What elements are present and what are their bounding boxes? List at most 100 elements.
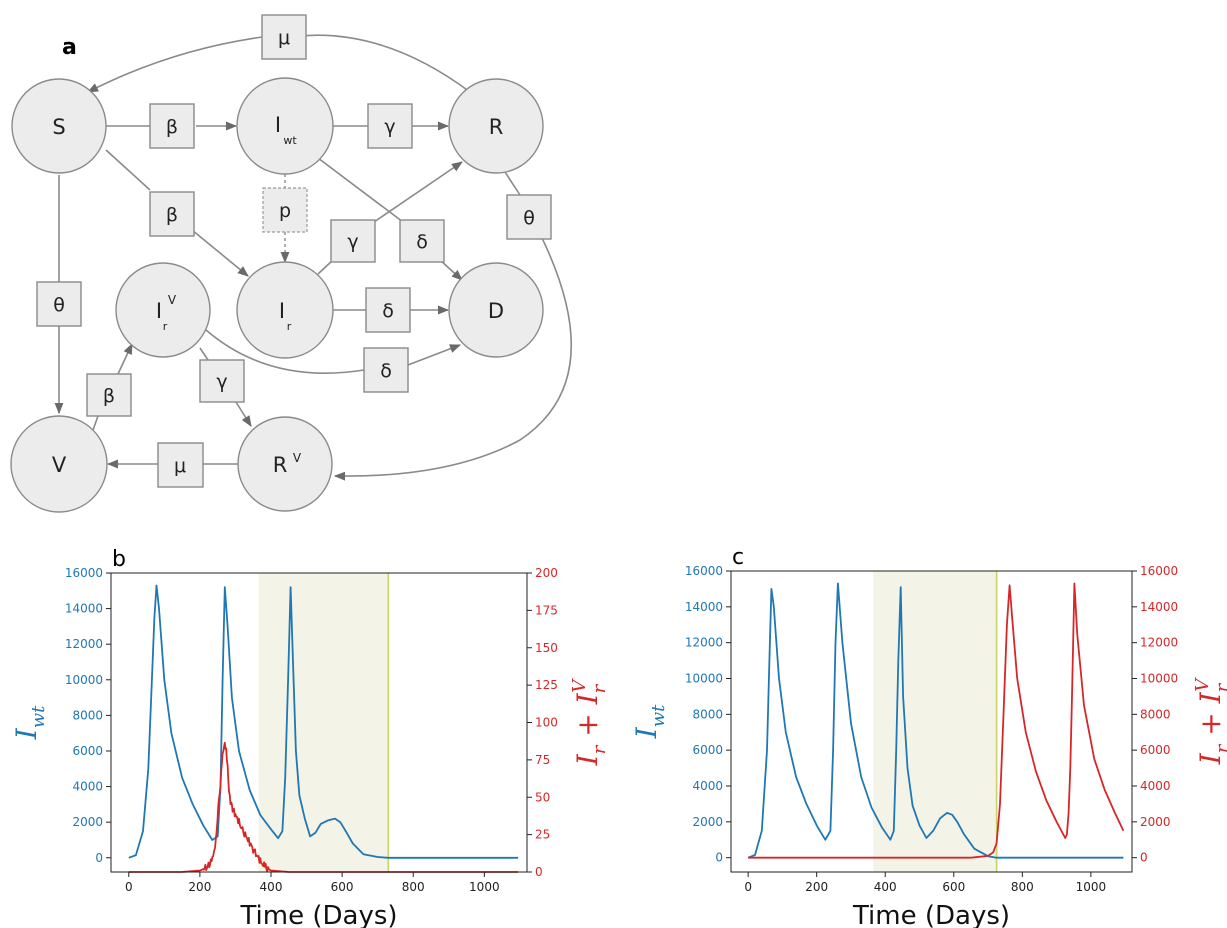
rate-box-beta-s-ir: β [149, 191, 195, 237]
svg-text:β: β [103, 385, 115, 407]
shaded-region [258, 573, 389, 872]
rate-box-mu-bottom: μ [157, 442, 204, 488]
rate-box-mu-top: μ [261, 14, 307, 60]
edge-irv-delta [205, 329, 365, 375]
y-right-tick-label: 8000 [1140, 707, 1171, 721]
x-tick-label: 600 [331, 880, 354, 894]
node-iwt: I wt [236, 77, 334, 175]
x-tick-label: 0 [125, 880, 133, 894]
x-tick-label: 1000 [1076, 880, 1107, 894]
y-left-tick-label: 12000 [65, 637, 103, 651]
svg-text:μ: μ [278, 27, 290, 49]
rate-box-theta-r: θ [506, 194, 552, 240]
edge-s-beta2 [105, 149, 151, 191]
y-left-tick-label: 14000 [65, 602, 103, 616]
y-right-tick-label: 4000 [1140, 779, 1171, 793]
y-right-axis-label: Ir + IrV [569, 678, 610, 767]
svg-text:θ: θ [523, 207, 535, 229]
svg-text:γ: γ [216, 371, 227, 393]
node-s: S [11, 78, 107, 174]
y-left-tick-label: 10000 [65, 673, 103, 687]
y-right-tick-label: 75 [535, 753, 550, 767]
y-right-tick-label: 6000 [1140, 743, 1171, 757]
edge-v-beta [92, 415, 99, 431]
y-right-tick-label: 10000 [1140, 672, 1178, 686]
svg-text:β: β [166, 116, 178, 138]
x-axis-label: Time (Days) [239, 901, 397, 928]
y-left-tick-label: 2000 [72, 815, 103, 829]
edge-gamma2-r [373, 161, 463, 223]
panel-a-diagram: a [10, 14, 573, 513]
rate-box-beta-s-iwt: β [149, 103, 195, 149]
svg-text:p: p [279, 200, 291, 222]
y-left-tick-label: 6000 [72, 744, 103, 758]
x-tick-label: 800 [402, 880, 425, 894]
rate-box-delta-ir-d: δ [365, 287, 411, 333]
svg-text:θ: θ [53, 294, 65, 316]
chart-panel-c: c0 200 400 600 800 10000200040006000800010000… [630, 545, 1227, 928]
svg-text:V: V [52, 453, 67, 477]
rate-box-delta-iwt-d: δ [399, 219, 445, 263]
edge-r-theta [504, 171, 521, 196]
y-right-tick-label: 150 [535, 641, 558, 655]
svg-text:I: I [156, 299, 162, 323]
rate-box-gamma-iwt-r: γ [367, 103, 413, 149]
y-left-tick-label: 6000 [692, 743, 723, 757]
rate-box-p: p [262, 187, 308, 233]
y-right-tick-label: 25 [535, 828, 550, 842]
edge-gamma3-rv [235, 401, 252, 427]
y-left-tick-label: 2000 [692, 815, 723, 829]
rate-box-gamma-irv-rv: γ [199, 359, 245, 403]
y-left-tick-label: 4000 [692, 779, 723, 793]
edge-beta2-ir [191, 229, 249, 277]
rate-box-beta-v-irv: β [86, 373, 132, 417]
edge-irv-gamma [199, 347, 209, 361]
y-left-tick-label: 4000 [72, 780, 103, 794]
svg-text:S: S [52, 115, 65, 139]
y-left-axis-label: Iwt [10, 705, 49, 740]
y-right-tick-label: 12000 [1140, 636, 1178, 650]
x-tick-label: 400 [260, 880, 283, 894]
rate-box-theta-s: θ [36, 281, 82, 327]
svg-text:V: V [293, 451, 302, 465]
svg-text:I: I [279, 299, 285, 323]
y-left-tick-label: 12000 [685, 636, 723, 650]
svg-text:R: R [489, 115, 504, 139]
x-tick-label: 800 [1011, 880, 1034, 894]
edge-delta3-d [407, 344, 462, 366]
rate-box-gamma-ir-r: γ [330, 219, 376, 263]
svg-text:R: R [273, 453, 288, 477]
diagram-edges [54, 34, 573, 481]
series-line-ir-sum [748, 582, 1125, 859]
x-tick-label: 400 [874, 880, 897, 894]
x-tick-label: 0 [744, 880, 752, 894]
series-line-iwt [747, 582, 1124, 859]
node-ir: I r [236, 261, 334, 359]
y-left-tick-label: 16000 [685, 564, 723, 578]
svg-text:μ: μ [174, 455, 186, 477]
y-right-tick-label: 0 [535, 865, 543, 879]
y-left-tick-label: 14000 [685, 600, 723, 614]
svg-text:V: V [168, 293, 177, 307]
edge-theta-rv [333, 237, 573, 481]
panel-letter-b: b [112, 547, 126, 572]
y-right-tick-label: 14000 [1140, 600, 1178, 614]
edge-mu-s [87, 36, 263, 93]
y-right-tick-label: 2000 [1140, 815, 1171, 829]
y-right-tick-label: 175 [535, 603, 558, 617]
rate-box-delta-irv-d: δ [363, 347, 409, 393]
y-left-tick-label: 0 [95, 851, 103, 865]
edge-iwt-delta [317, 157, 404, 223]
svg-text:δ: δ [416, 231, 428, 253]
x-tick-label: 1000 [469, 880, 500, 894]
node-irv: I r V [115, 262, 211, 358]
y-right-tick-label: 50 [535, 790, 550, 804]
y-right-tick-label: 0 [1140, 851, 1148, 865]
node-v: V [10, 415, 108, 513]
chart-panel-b: b0 200 400 600 800 10000200040006000800010000… [10, 547, 610, 928]
y-left-axis-label: Iwt [630, 704, 669, 739]
svg-text:r: r [163, 320, 168, 333]
y-right-tick-label: 125 [535, 678, 558, 692]
edge-delta-d [439, 259, 463, 281]
